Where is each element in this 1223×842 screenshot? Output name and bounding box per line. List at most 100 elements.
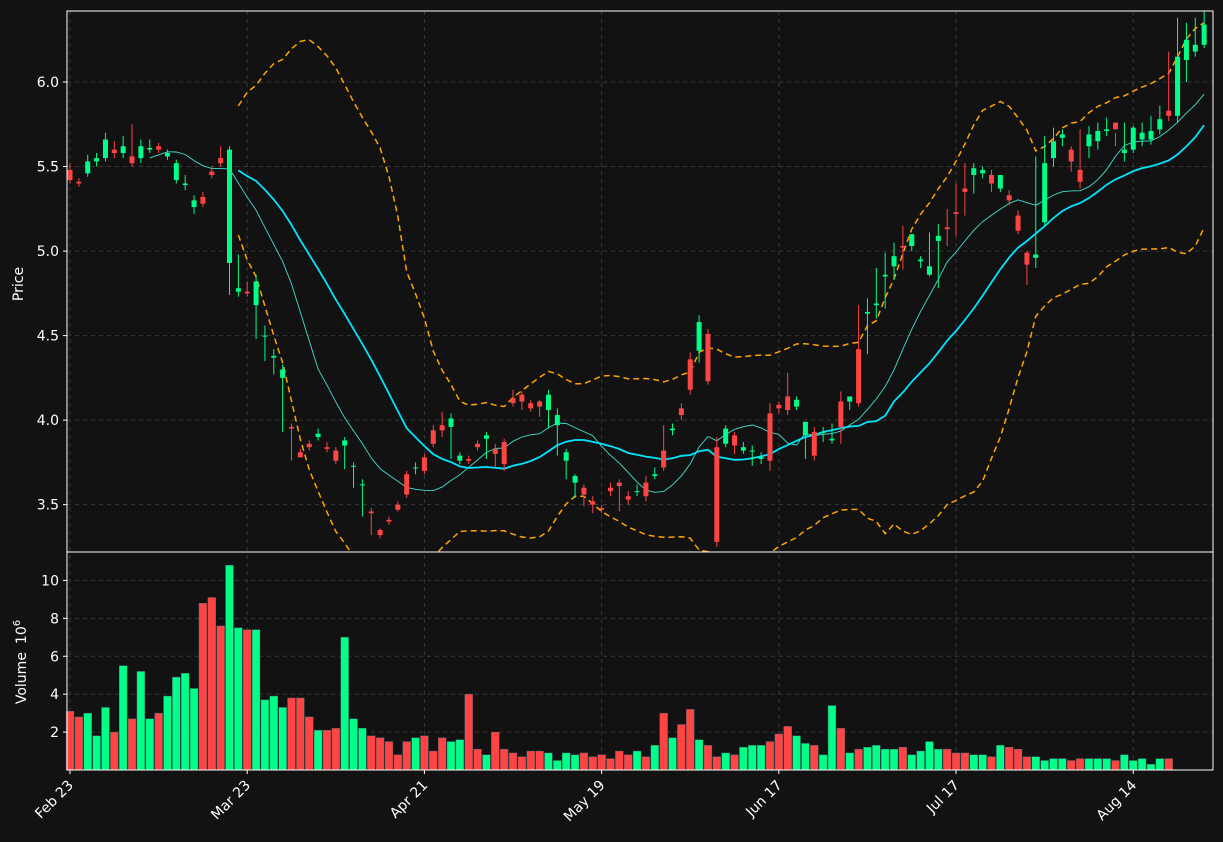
candle-body — [1086, 134, 1092, 147]
volume-bar — [243, 629, 252, 771]
volume-bar — [553, 760, 562, 771]
candle-body — [1015, 215, 1021, 231]
volume-bar — [845, 752, 854, 771]
candle-body — [76, 181, 82, 184]
candle-body — [944, 227, 950, 230]
candle-body — [776, 404, 782, 409]
bollinger-bands — [237, 21, 1205, 552]
price-tick-label: 5.0 — [37, 244, 59, 260]
candle-body — [430, 430, 436, 444]
volume-bar — [526, 750, 535, 771]
candle-body — [1033, 254, 1039, 258]
volume-bar — [659, 712, 668, 771]
candle-body — [935, 235, 941, 241]
candle-body — [368, 511, 374, 514]
volume-bar — [686, 709, 695, 771]
candle-body — [129, 156, 135, 164]
volume-bar — [296, 697, 305, 771]
candle-body — [235, 288, 241, 292]
volume-bar — [544, 752, 553, 771]
volume-bar — [287, 697, 296, 771]
price-tick-label: 5.5 — [37, 160, 59, 176]
candle-body — [1148, 131, 1154, 140]
volume-bar — [943, 748, 952, 771]
candle-body — [501, 442, 507, 465]
candle-body — [740, 447, 746, 451]
price-tick-label: 4.5 — [37, 329, 59, 345]
candle-body — [802, 421, 808, 436]
volume-bar — [996, 745, 1005, 771]
volume-bar — [473, 748, 482, 771]
candle-body — [102, 139, 108, 159]
volume-bar — [889, 748, 899, 771]
volume-bar — [163, 695, 172, 771]
price-tick-label: 3.5 — [37, 498, 59, 514]
candle-body — [1130, 127, 1136, 150]
candle-body — [563, 452, 569, 461]
ma-slow-line — [237, 124, 1205, 470]
candle-body — [670, 428, 676, 431]
candle-body — [421, 457, 427, 471]
volume-bar — [269, 695, 278, 771]
volume-tick-label: 4 — [50, 687, 59, 703]
upper-band — [237, 21, 1205, 408]
candle-body — [687, 359, 693, 390]
volume-bar — [872, 745, 881, 771]
candle-body — [156, 146, 162, 150]
candle-body — [200, 196, 206, 204]
volume-bar — [384, 741, 394, 771]
volume-bar — [500, 748, 509, 771]
lower-band — [237, 227, 1205, 552]
volume-bar — [774, 733, 783, 771]
volume-bar — [92, 735, 101, 771]
candle-body — [253, 281, 259, 306]
candle-body — [359, 484, 365, 486]
volume-bar — [1137, 758, 1147, 771]
candle-body — [297, 452, 303, 458]
volume-bar — [1031, 756, 1040, 771]
candle-body — [395, 504, 401, 510]
volume-bar — [898, 747, 908, 771]
volume-bar — [402, 741, 411, 771]
volume-bar — [836, 728, 845, 771]
candle-body — [475, 443, 481, 448]
volume-bar — [305, 716, 314, 771]
volume-bar — [216, 625, 225, 771]
volume-bar — [517, 756, 527, 771]
volume-bar — [1164, 758, 1173, 771]
volume-bar — [207, 597, 216, 771]
volume-bar — [916, 750, 925, 771]
volume-bar — [420, 735, 429, 771]
candle-body — [164, 153, 170, 157]
candle-body — [67, 169, 73, 181]
candle-body — [962, 188, 968, 192]
candle-body — [829, 438, 835, 441]
candle-body — [1157, 119, 1163, 130]
candle-body — [324, 447, 330, 449]
volume-bar — [641, 756, 651, 771]
volume-tick-label: 6 — [50, 649, 59, 665]
candle-body — [1059, 134, 1065, 138]
volume-bars — [65, 565, 1173, 771]
candle-body — [537, 401, 543, 407]
volume-bar — [438, 737, 447, 771]
candle-body — [900, 245, 906, 248]
candle-body — [1042, 163, 1048, 223]
candle-body — [413, 467, 419, 469]
price-candles — [67, 11, 1207, 547]
volume-bar — [951, 752, 961, 771]
volume-bar — [570, 754, 580, 771]
volume-bar — [960, 752, 970, 771]
volume-bar — [491, 731, 500, 771]
volume-bar — [606, 758, 615, 771]
volume-bar — [756, 745, 766, 771]
candle-body — [732, 435, 738, 446]
candle-body — [882, 274, 888, 277]
candle-body — [988, 174, 994, 184]
candle-body — [492, 448, 498, 454]
volume-bar — [234, 627, 243, 771]
volume-bar — [624, 754, 633, 771]
price-axis-label: Price — [11, 267, 27, 301]
candle-body — [696, 322, 702, 351]
